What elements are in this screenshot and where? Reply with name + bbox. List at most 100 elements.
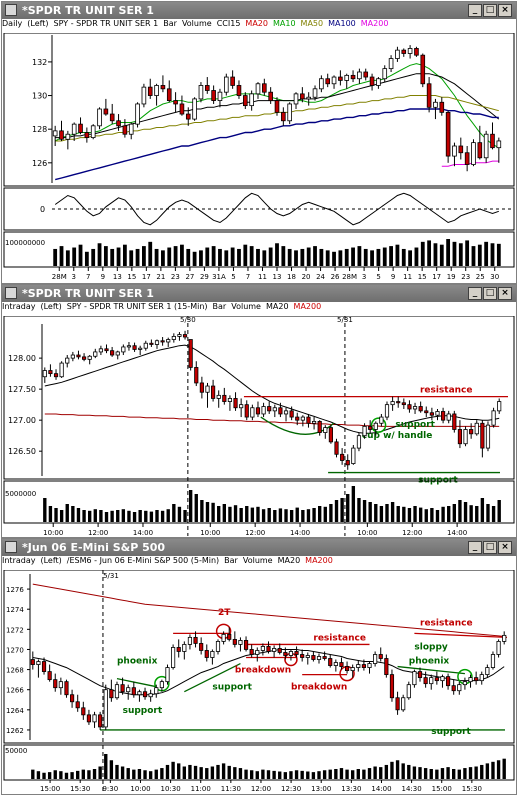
emini-5min-chart-svg[interactable]: 1262 1264 1266 1268 1270 1272 1274 1276 5/31 supp… bbox=[2, 570, 516, 794]
volume-bar bbox=[267, 508, 271, 522]
close-button[interactable]: × bbox=[498, 4, 512, 17]
info-item: Bar bbox=[163, 19, 177, 28]
maximize-button[interactable]: □ bbox=[483, 4, 497, 17]
daily-candle bbox=[217, 91, 223, 101]
y-tick-label: 1274 bbox=[6, 606, 24, 614]
intraday-15min-candle bbox=[311, 421, 317, 424]
volume-bar bbox=[103, 246, 108, 266]
window-titlebar[interactable]: *SPDR TR UNIT SER 1 _ □ × bbox=[2, 2, 516, 19]
daily-candle bbox=[369, 76, 375, 86]
x-tick-label: 23 bbox=[461, 273, 470, 281]
intraday-15min-candle bbox=[390, 401, 395, 406]
minimize-button[interactable]: _ bbox=[468, 541, 482, 554]
volume-bar bbox=[53, 770, 57, 779]
volume-bar bbox=[435, 769, 439, 779]
volume-bar bbox=[452, 769, 456, 779]
maximize-button[interactable]: □ bbox=[483, 287, 497, 300]
intraday-15min-candle bbox=[272, 407, 277, 412]
close-button[interactable]: × bbox=[498, 541, 512, 554]
volume-bar bbox=[480, 764, 484, 779]
emini-5min-candle bbox=[30, 659, 35, 665]
volume-bar bbox=[318, 506, 322, 522]
info-item: MA20 bbox=[245, 19, 268, 28]
volume-bar bbox=[110, 510, 114, 522]
volume-bar bbox=[458, 500, 462, 522]
info-item: MA20 bbox=[265, 302, 289, 311]
intraday-15min-candle bbox=[457, 429, 463, 445]
daily-chart-window[interactable]: *SPDR TR UNIT SER 1 _ □ × Daily (Left) SPY… bbox=[1, 1, 517, 284]
x-tick-label: 13:00 bbox=[311, 785, 331, 793]
volume-bar bbox=[42, 772, 46, 779]
x-tick-label: 14:00 bbox=[290, 529, 310, 537]
y-tick-label: 1268 bbox=[6, 667, 24, 675]
emini-5min-candle bbox=[171, 647, 176, 668]
volume-bar bbox=[414, 247, 419, 266]
daily-candle bbox=[281, 111, 286, 122]
volume-bar bbox=[256, 248, 260, 266]
volume-bar bbox=[418, 767, 422, 779]
volume-bar bbox=[395, 244, 400, 266]
volume-bar bbox=[256, 506, 260, 522]
intraday-15min-candle bbox=[121, 346, 126, 353]
volume-bar bbox=[76, 770, 80, 779]
volume-bar bbox=[99, 510, 103, 522]
window-titlebar[interactable]: *SPDR TR UNIT SER 1 _ □ × bbox=[2, 285, 516, 302]
volume-pane-frame bbox=[3, 231, 515, 268]
intraday-15min-window[interactable]: *SPDR TR UNIT SER 1 _ □ × Intraday (Left)… bbox=[1, 284, 517, 538]
volume-bar bbox=[97, 243, 102, 266]
x-tick-label: 29 bbox=[200, 273, 209, 281]
intraday-15min-candle bbox=[295, 416, 300, 421]
x-tick-label: 14:30 bbox=[402, 785, 422, 793]
daily-candle bbox=[122, 125, 128, 135]
window-menu-icon[interactable] bbox=[5, 541, 17, 553]
x-tick-label: 24 bbox=[316, 273, 325, 281]
info-item: Bar bbox=[224, 556, 238, 565]
window-titlebar[interactable]: *Jun 06 E-Mini S&P 500 _ □ × bbox=[2, 539, 516, 556]
emini-5min-candle bbox=[53, 679, 58, 689]
volume-bar bbox=[457, 769, 461, 779]
volume-bar bbox=[154, 248, 159, 266]
volume-bar bbox=[374, 504, 378, 522]
emini-5min-candle bbox=[423, 677, 428, 685]
volume-bar bbox=[306, 771, 310, 779]
volume-bar bbox=[121, 509, 126, 522]
minimize-button[interactable]: _ bbox=[468, 4, 482, 17]
volume-bar bbox=[65, 250, 70, 266]
intraday-15min-chart-svg[interactable]: 126.50 127.00 127.50 128.00 5/30 5/31 resistan… bbox=[2, 316, 516, 537]
info-item: MA200 bbox=[305, 556, 333, 565]
info-item: MA100 bbox=[328, 19, 356, 28]
intraday-15min-candle bbox=[182, 334, 188, 338]
volume-bar bbox=[53, 248, 58, 266]
x-tick-label: 15:30 bbox=[70, 785, 90, 793]
volume-bar bbox=[491, 506, 496, 522]
volume-bar bbox=[177, 763, 181, 779]
daily-candle bbox=[192, 98, 197, 120]
x-tick-label: 12:30 bbox=[281, 785, 301, 793]
window-menu-icon[interactable] bbox=[5, 4, 17, 16]
emini-5min-candle bbox=[316, 656, 322, 660]
emini-5min-candle bbox=[103, 689, 108, 728]
intraday-15min-candle bbox=[452, 413, 457, 430]
x-tick-label: 21 bbox=[156, 273, 165, 281]
volume-bar bbox=[239, 508, 243, 522]
maximize-button[interactable]: □ bbox=[483, 541, 497, 554]
intraday-15min-candle bbox=[48, 370, 53, 375]
emini-5min-candle bbox=[384, 658, 389, 676]
support-label: support bbox=[212, 683, 252, 693]
volume-bar bbox=[363, 248, 368, 266]
x-tick-label: 12:00 bbox=[251, 785, 271, 793]
intraday-15min-candle bbox=[412, 406, 418, 410]
intraday-15min-candle bbox=[171, 336, 176, 340]
close-button[interactable]: × bbox=[498, 287, 512, 300]
emini-5min-window[interactable]: *Jun 06 E-Mini S&P 500 _ □ × Intraday (Le… bbox=[1, 538, 517, 795]
volume-bar bbox=[368, 502, 372, 522]
minimize-button[interactable]: _ bbox=[468, 287, 482, 300]
volume-bar bbox=[183, 510, 187, 522]
volume-bar bbox=[218, 248, 222, 266]
volume-bar bbox=[396, 506, 400, 522]
volume-bar bbox=[370, 250, 374, 266]
x-tick-label: 15 bbox=[418, 273, 427, 281]
window-menu-icon[interactable] bbox=[5, 287, 17, 299]
volume-bar bbox=[200, 500, 204, 522]
